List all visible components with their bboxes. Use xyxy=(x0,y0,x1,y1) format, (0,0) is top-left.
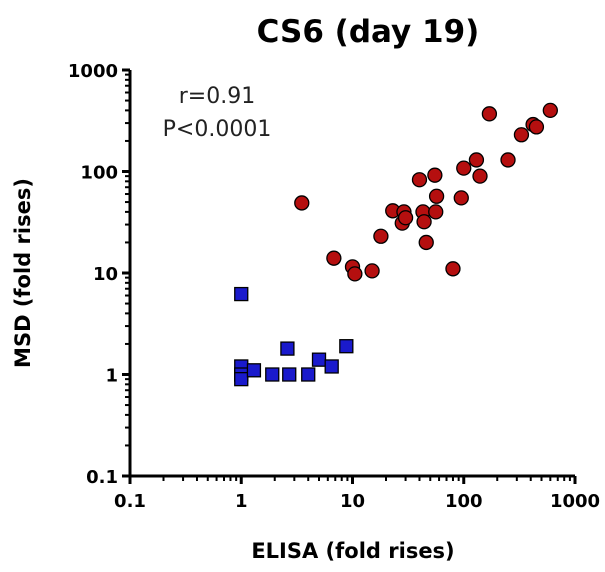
data-point-square xyxy=(265,367,280,382)
data-point-square xyxy=(280,341,295,356)
y-tick-label: 0.1 xyxy=(86,467,118,488)
data-point-circle xyxy=(445,261,461,277)
data-point-circle xyxy=(373,228,389,244)
x-tick-label: 1000 xyxy=(550,491,600,512)
data-point-circle xyxy=(294,195,310,211)
x-tick-label: 1 xyxy=(235,491,248,512)
data-point-circle xyxy=(528,119,545,135)
data-point-square xyxy=(282,367,297,382)
tick-labels: 0.1 1 10 100 1000 0.1 1 10 100 1000 xyxy=(68,61,600,512)
data-point-circle xyxy=(416,214,432,230)
x-axis-label: ELISA (fold rises) xyxy=(251,539,454,563)
y-axis-label: MSD (fold rises) xyxy=(11,178,35,368)
data-point-square xyxy=(301,367,316,382)
y-tick-label: 1000 xyxy=(68,61,118,82)
data-point-circle xyxy=(397,210,414,226)
data-point-square xyxy=(234,286,249,302)
x-tick-label: 100 xyxy=(445,491,483,512)
ticks xyxy=(122,68,577,484)
y-tick-label: 10 xyxy=(93,264,118,285)
data-point-circle xyxy=(456,160,472,176)
chart-title: CS6 (day 19) xyxy=(257,14,480,50)
data-point-square xyxy=(311,352,327,367)
data-point-circle xyxy=(364,263,380,279)
data-point-circle xyxy=(481,106,498,122)
data-point-circle xyxy=(347,266,363,282)
x-tick-label: 0.1 xyxy=(114,491,146,512)
y-tick-label: 100 xyxy=(80,163,118,184)
data-point-circle xyxy=(472,168,488,184)
data-point-circle xyxy=(542,102,558,119)
data-point-circle xyxy=(326,250,342,266)
data-point-square xyxy=(234,371,249,387)
data-point-square xyxy=(339,339,354,354)
annotation-r: r=0.91 xyxy=(179,84,255,109)
data-point-square xyxy=(246,363,262,378)
data-point-circle xyxy=(428,188,445,204)
data-point-circle xyxy=(513,127,530,143)
data-point-circle xyxy=(453,190,469,206)
data-point-circle xyxy=(500,152,516,168)
annotation-p: P<0.0001 xyxy=(163,117,272,142)
data-point-circle xyxy=(468,152,485,168)
data-point-circle xyxy=(411,172,428,188)
data-point-circle xyxy=(427,167,443,183)
data-points xyxy=(234,102,558,387)
y-tick-label: 1 xyxy=(105,366,118,387)
x-tick-label: 10 xyxy=(340,491,365,512)
data-point-circle xyxy=(428,204,444,220)
data-point-square xyxy=(324,359,339,374)
data-point-circle xyxy=(418,234,434,251)
